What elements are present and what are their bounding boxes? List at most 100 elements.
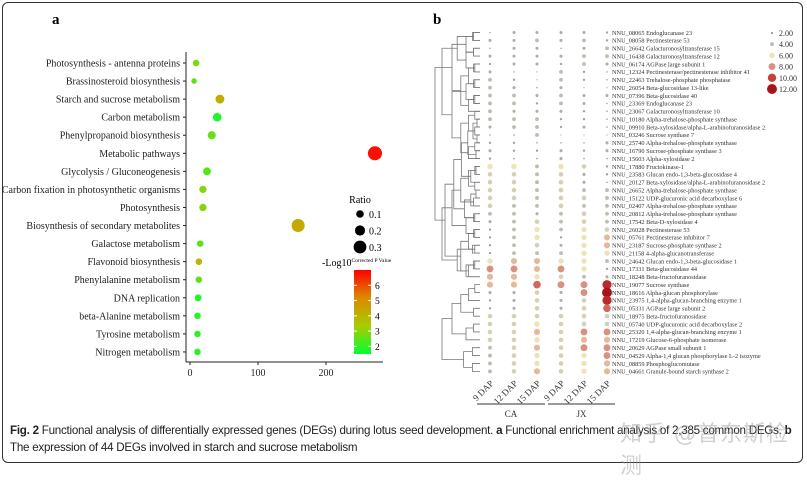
expression-dot — [559, 101, 563, 106]
expression-dot — [605, 165, 609, 168]
expression-dot — [487, 313, 493, 319]
expression-dot — [511, 345, 517, 351]
expression-dot — [535, 149, 539, 152]
dendrogram-branch — [474, 79, 480, 89]
expression-dot — [605, 46, 609, 51]
category-label: Biosynthesis of secondary metabolites — [26, 221, 180, 232]
expression-dot — [606, 71, 608, 73]
expression-dot — [488, 291, 492, 295]
expression-dot — [488, 85, 492, 90]
expression-dot — [557, 265, 565, 273]
gene-label: NNU_19077 Sucrose synthase — [612, 282, 690, 289]
expression-dot — [557, 281, 565, 289]
expression-dot — [602, 280, 612, 290]
expression-dot — [488, 361, 492, 366]
column-label: 12 DAP — [492, 378, 520, 406]
expression-dot — [488, 117, 492, 122]
expression-dot — [558, 274, 564, 280]
expression-dot — [558, 329, 564, 335]
dendrogram-branch — [463, 351, 473, 368]
dendrogram-branch — [474, 95, 480, 104]
expression-dot — [559, 251, 563, 256]
dendrogram-branch — [476, 134, 480, 144]
expression-dot — [582, 70, 586, 74]
gene-label: NNU_05331 AGPase large subunit 2 — [612, 306, 705, 313]
expression-dot — [535, 38, 539, 43]
expression-dot — [605, 211, 609, 216]
gene-label: NNU_20812 Alpha-trehalose-phosphate synt… — [612, 211, 737, 218]
dendrogram-branch — [453, 159, 465, 210]
caption-text: Functional enrichment analysis of 2,385 … — [502, 424, 785, 437]
gene-label: NNU_23067 Galacturonosyltransferase 10 — [612, 109, 720, 116]
dendrogram-branch — [465, 327, 480, 341]
expression-dot — [559, 306, 563, 310]
gene-label: NNU_04529 Alpha-1,4 glucan phosphorylase… — [612, 353, 761, 360]
expression-dot — [489, 31, 491, 34]
expression-dot — [488, 54, 492, 58]
color-bar-label: 3 — [375, 328, 380, 338]
expression-dot — [486, 281, 494, 288]
expression-dot — [605, 259, 609, 263]
group-label: CA — [505, 409, 518, 419]
expression-dot — [510, 273, 518, 280]
size-legend-dot — [354, 225, 366, 236]
expression-dot — [558, 179, 564, 185]
expression-dot — [512, 78, 516, 81]
gene-label: NNU_16790 Sucrose-phosphate synthase 3 — [612, 148, 722, 155]
expression-dot — [536, 157, 538, 160]
expression-dot — [605, 188, 609, 193]
expression-dot — [580, 336, 588, 343]
gene-label: NNU_05761 Pectinesterase inhibitor 7 — [612, 235, 710, 242]
size-legend-label: 0.2 — [369, 227, 382, 238]
expression-dot — [558, 195, 564, 201]
legend-dot — [770, 31, 774, 35]
expression-dot — [605, 149, 609, 153]
expression-dot — [488, 62, 492, 66]
dendrogram-branch — [465, 83, 474, 100]
expression-dot — [606, 110, 608, 113]
gene-label: NNU_08065 Endoglucanase 23 — [612, 30, 692, 37]
category-label: Carbon metabolism — [101, 113, 180, 124]
expression-dot — [582, 38, 586, 43]
data-point — [291, 219, 305, 233]
category-label: Phenylpropanoid biosynthesis — [60, 131, 180, 142]
category-label: Galactose metabolism — [91, 239, 180, 250]
figure-frame — [2, 2, 803, 463]
expression-dot — [511, 369, 517, 374]
caption-text: The expression of 44 DEGs involved in st… — [10, 441, 358, 454]
expression-dot — [558, 369, 564, 374]
expression-dot — [512, 211, 516, 216]
color-bar-label: 2 — [375, 343, 380, 353]
expression-dot — [536, 142, 538, 144]
gene-label: NNU_08859 Phosphoglucomutase — [612, 361, 700, 368]
expression-dot — [604, 313, 610, 319]
dendrogram — [434, 32, 480, 372]
expression-dot — [559, 125, 563, 129]
expression-dot — [487, 203, 493, 209]
expression-dot — [582, 149, 586, 152]
dendrogram-branch — [474, 229, 480, 238]
expression-dot — [488, 307, 492, 310]
dendrogram-branch — [474, 126, 480, 136]
expression-dot — [533, 344, 541, 351]
expression-dot — [512, 117, 516, 122]
gene-label: NNU_12324 Pectinesterase/pectinesterase … — [612, 69, 750, 76]
expression-dot — [488, 228, 492, 231]
expression-dot — [489, 134, 491, 136]
gene-label: NNU_17219 Glucose-6-phosphate isomerase — [612, 337, 727, 344]
expression-dot — [536, 71, 538, 73]
expression-dot — [582, 101, 586, 105]
expression-dot — [582, 110, 586, 113]
expression-dot — [534, 234, 540, 241]
expression-dot — [582, 188, 586, 193]
expression-dot — [583, 142, 585, 144]
dendrogram-branch — [473, 323, 480, 333]
category-label: Tyrosine metabolism — [96, 329, 180, 340]
category-label: Flavonoid biosynthesis — [87, 257, 180, 268]
dendrogram-branch — [441, 47, 458, 116]
expression-dot — [581, 242, 587, 248]
expression-dot — [605, 219, 609, 224]
size-legend-label: 0.1 — [369, 210, 382, 221]
expression-dot — [606, 157, 608, 160]
expression-dot — [603, 234, 611, 241]
